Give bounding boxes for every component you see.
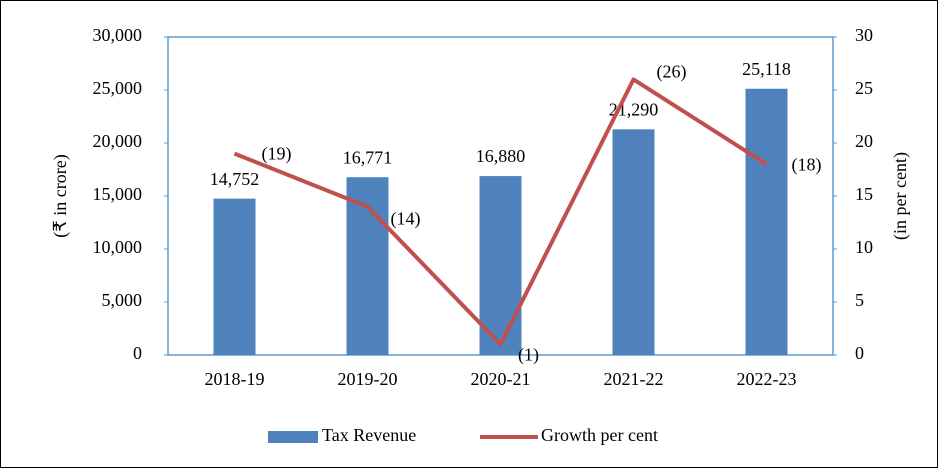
- legend-swatch: [268, 431, 318, 443]
- y2-tick-label: 15: [855, 184, 873, 204]
- legend-label: Growth per cent: [541, 425, 658, 445]
- bar-value-label: 25,118: [742, 59, 791, 79]
- y2-tick-label: 0: [855, 343, 864, 363]
- y2-tick-label: 5: [855, 290, 864, 310]
- line-value-label: (1): [518, 345, 539, 366]
- x-tick-label: 2018-19: [205, 369, 265, 389]
- bar: [745, 88, 788, 355]
- line-value-label: (18): [792, 154, 822, 175]
- y2-tick-label: 30: [855, 25, 873, 45]
- y-tick-label: 0: [133, 343, 142, 363]
- line-value-label: (14): [391, 209, 421, 230]
- bar: [346, 177, 389, 355]
- bar: [479, 176, 522, 355]
- y-tick-label: 20,000: [93, 131, 143, 151]
- x-tick-label: 2022-23: [737, 369, 797, 389]
- x-tick-label: 2019-20: [338, 369, 398, 389]
- y2-tick-label: 20: [855, 131, 873, 151]
- growth-line: [233, 77, 768, 347]
- bar-value-label: 14,752: [210, 169, 260, 189]
- line-value-label: (26): [657, 62, 687, 83]
- y-tick-label: 10,000: [93, 237, 143, 257]
- y-axis-label: (₹ in crore): [50, 154, 71, 237]
- y2-tick-label: 10: [855, 237, 873, 257]
- bar-value-label: 16,771: [343, 147, 393, 167]
- y2-tick-label: 25: [855, 78, 873, 98]
- bar: [213, 198, 256, 355]
- y-tick-label: 5,000: [102, 290, 143, 310]
- line-value-label: (19): [262, 144, 292, 165]
- y-tick-label: 25,000: [93, 78, 143, 98]
- bar: [612, 129, 655, 355]
- y2-axis-label: (in per cent): [890, 152, 911, 240]
- y-tick-label: 15,000: [93, 184, 143, 204]
- bar-value-label: 16,880: [476, 146, 526, 166]
- x-tick-label: 2020-21: [471, 369, 531, 389]
- x-tick-label: 2021-22: [604, 369, 664, 389]
- y-tick-label: 30,000: [93, 25, 143, 45]
- legend-label: Tax Revenue: [322, 425, 416, 445]
